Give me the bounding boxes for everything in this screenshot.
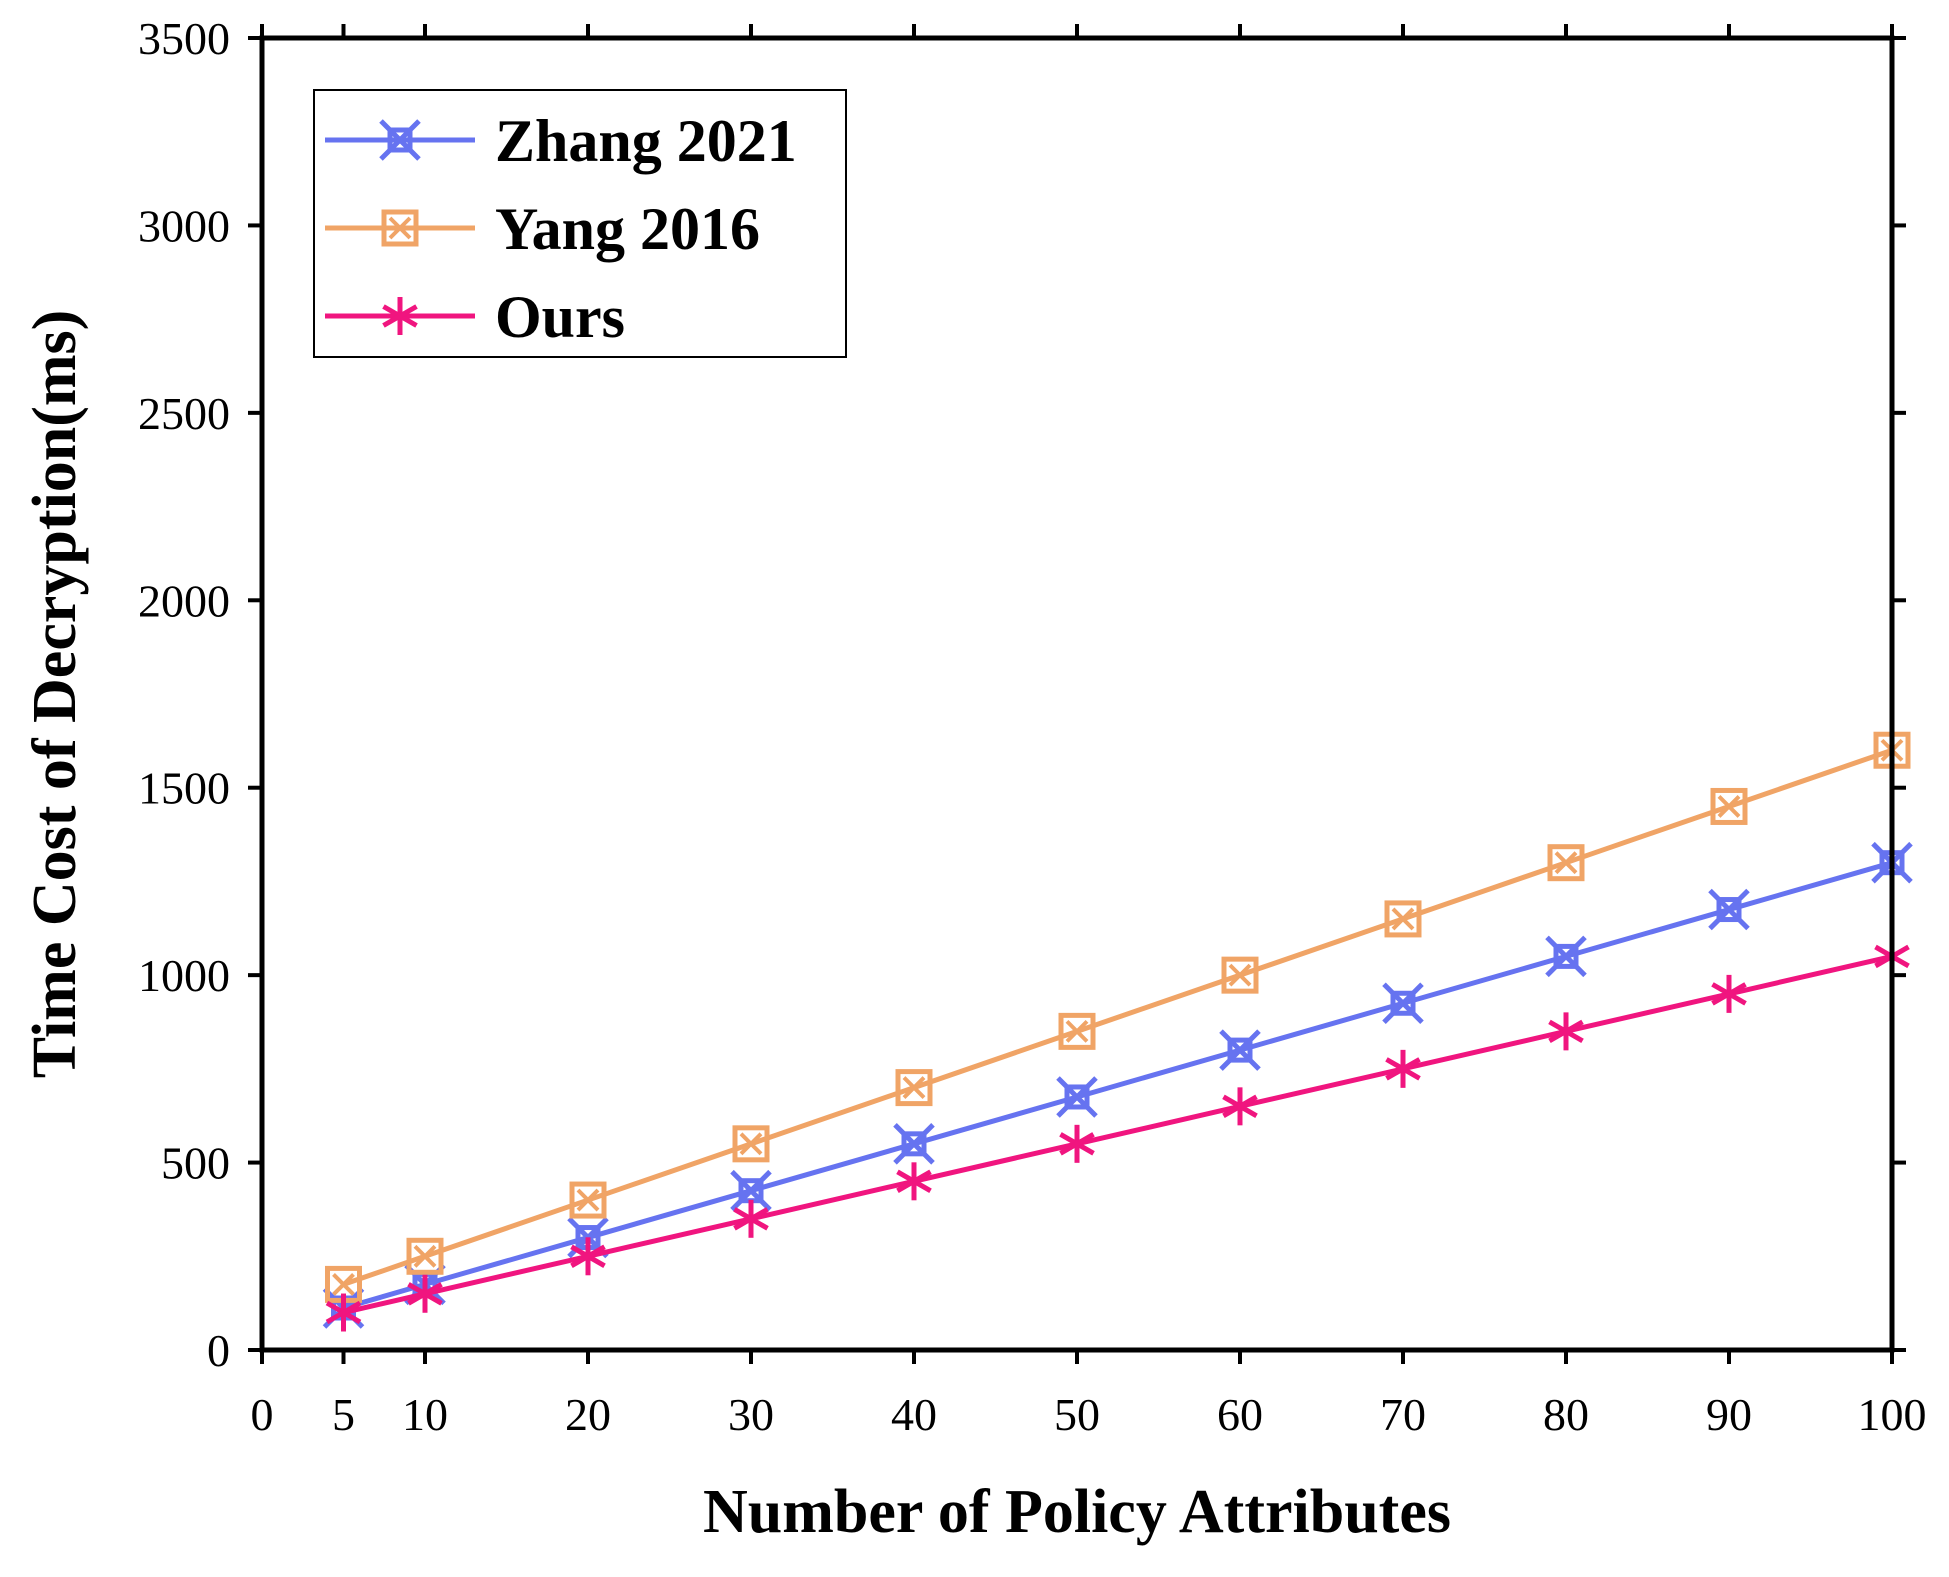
data-point-yang-2016 <box>732 1125 770 1163</box>
data-point-yang-2016 <box>1221 956 1259 994</box>
x-tick-label: 70 <box>1380 1389 1426 1440</box>
data-point-ours <box>407 1274 443 1313</box>
data-point-ours <box>325 1293 362 1332</box>
legend-label: Yang 2016 <box>495 196 760 262</box>
data-point-yang-2016 <box>1058 1012 1096 1050</box>
data-point-ours <box>1711 974 1747 1013</box>
legend-item-zhang-2021: Zhang 2021 <box>325 108 797 174</box>
y-tick-label: 2000 <box>138 575 230 626</box>
plot-frame <box>259 35 1895 1353</box>
y-tick-label: 3000 <box>138 200 230 251</box>
y-axis-title: Time Cost of Decryption(ms) <box>21 310 89 1079</box>
data-point-zhang-2021 <box>893 1123 935 1165</box>
y-tick-label: 2500 <box>138 388 230 439</box>
x-tick-label: 80 <box>1543 1389 1589 1440</box>
legend-item-yang-2016: Yang 2016 <box>325 196 760 262</box>
x-tick-label: 5 <box>332 1389 355 1440</box>
legend-marker <box>381 209 419 247</box>
data-point-yang-2016 <box>569 1181 607 1219</box>
y-tick-label: 1000 <box>138 950 230 1001</box>
legend-marker <box>379 119 421 161</box>
x-tick-label: 20 <box>565 1389 611 1440</box>
data-point-zhang-2021 <box>1382 982 1424 1025</box>
data-point-yang-2016 <box>1547 844 1585 882</box>
x-tick-label: 50 <box>1054 1389 1100 1440</box>
data-point-zhang-2021 <box>1545 935 1587 978</box>
legend-marker <box>382 297 418 335</box>
data-point-ours <box>570 1237 606 1276</box>
y-tick-label: 0 <box>207 1325 230 1376</box>
data-point-ours <box>1222 1087 1258 1126</box>
data-point-zhang-2021 <box>1056 1076 1098 1118</box>
data-point-yang-2016 <box>1384 900 1422 938</box>
data-point-yang-2016 <box>406 1237 444 1275</box>
data-point-ours <box>896 1162 932 1201</box>
legend-label: Zhang 2021 <box>495 108 797 174</box>
series-yang-2016 <box>325 731 1911 1303</box>
y-tick-label: 1500 <box>138 763 230 814</box>
x-tick-label: 60 <box>1217 1389 1263 1440</box>
series-line-ours <box>342 953 1893 1315</box>
x-tick-label: 100 <box>1858 1389 1927 1440</box>
legend: Zhang 2021 Yang 2016 Ours <box>313 89 847 358</box>
x-tick-label: 90 <box>1706 1389 1752 1440</box>
data-point-zhang-2021 <box>1219 1029 1261 1071</box>
y-tick-label: 500 <box>161 1138 230 1189</box>
x-tick-label: 10 <box>402 1389 448 1440</box>
legend-label: Ours <box>495 284 625 350</box>
x-tick-label: 0 <box>251 1389 274 1440</box>
series-layer <box>322 731 1913 1332</box>
x-axis-title: Number of Policy Attributes <box>703 1478 1451 1546</box>
tick-labels: 0 5 10 20 30 40 50 60 70 80 90 10005001000150020002… <box>138 13 1927 1440</box>
series-line-yang-2016 <box>342 747 1893 1287</box>
series-zhang-2021 <box>322 841 1913 1329</box>
x-tick-label: 30 <box>728 1389 774 1440</box>
data-point-yang-2016 <box>895 1069 933 1107</box>
data-point-ours <box>1385 1049 1421 1088</box>
data-point-zhang-2021 <box>1708 888 1750 931</box>
data-point-ours <box>1548 1012 1584 1051</box>
data-point-ours <box>1059 1124 1095 1163</box>
data-point-ours <box>733 1199 769 1238</box>
series-ours <box>325 937 1910 1332</box>
y-tick-label: 3500 <box>138 13 230 64</box>
x-tick-label: 40 <box>891 1389 937 1440</box>
data-point-yang-2016 <box>1710 787 1748 825</box>
legend-item-ours: Ours <box>325 284 625 350</box>
